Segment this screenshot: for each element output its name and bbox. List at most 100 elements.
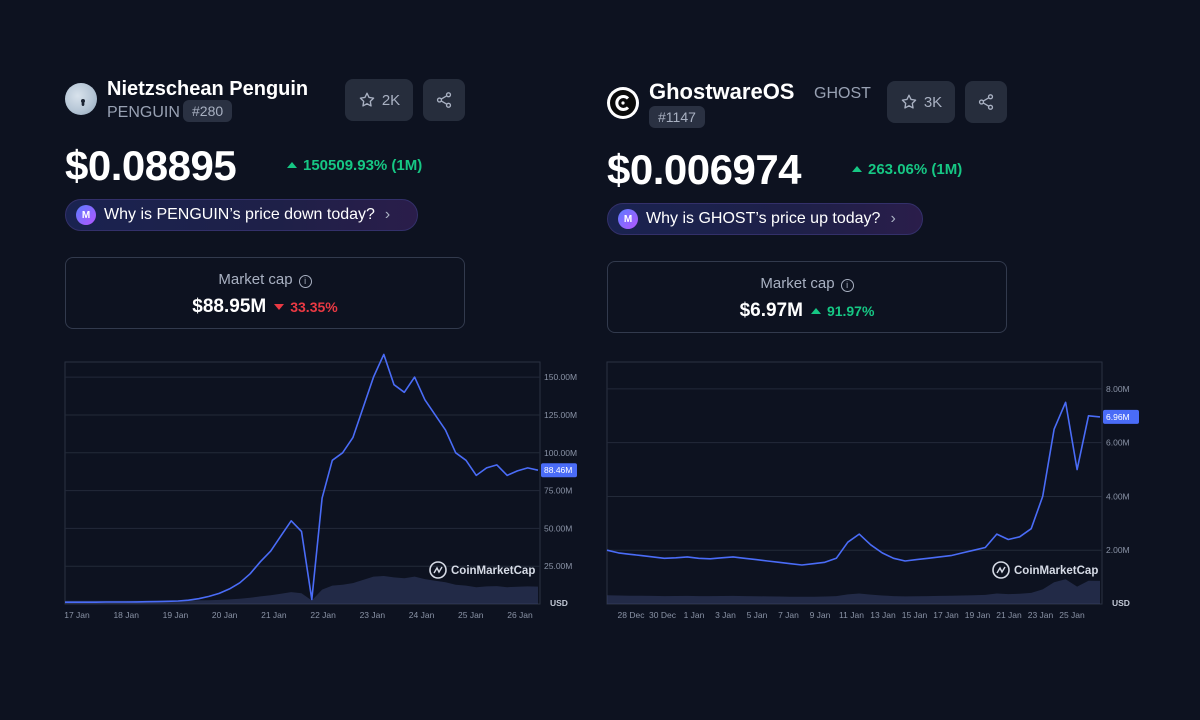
why-price-text: Why is GHOST’s price up today? [646, 210, 881, 227]
coin-panel-penguin: Nietzschean Penguin PENGUIN #280 2K $0.0… [0, 0, 577, 720]
y-tick-label: 8.00M [1106, 384, 1130, 394]
x-tick-label: 22 Jan [310, 610, 336, 620]
caret-up-icon [287, 162, 297, 168]
volume-area [607, 579, 1100, 604]
chevron-right-icon: › [384, 206, 391, 223]
coin-panel-ghost: GhostwareOS GHOST #1147 3K $0.006974 263… [0, 0, 1139, 720]
watchlist-button[interactable]: 3K [887, 81, 955, 123]
x-tick-label: 17 Jan [64, 610, 90, 620]
current-price-tag-bg [1103, 409, 1139, 424]
watermark-text: CoinMarketCap [1014, 565, 1098, 577]
market-cap-card: Market cap i $6.97M 91.97% [607, 261, 1007, 333]
x-tick-label: 18 Jan [113, 610, 139, 620]
ghost-logo-icon [610, 90, 636, 116]
current-price-tag-bg [541, 463, 577, 478]
info-icon[interactable]: i [840, 279, 854, 292]
market-cap-label: Market cap [218, 271, 293, 288]
price-change: 263.06% (1M) [852, 161, 962, 178]
caret-up-icon [810, 308, 821, 314]
y-tick-label: 100.00M [544, 448, 577, 458]
watchlist-button[interactable]: 2K [345, 79, 413, 121]
current-price-tag: 88.46M [541, 463, 577, 478]
chevron-right-icon: › [890, 210, 896, 227]
x-tick-label: 15 Jan [902, 610, 928, 620]
cmc-logo-mark [433, 566, 443, 574]
x-tick-label: 23 Jan [1028, 610, 1054, 620]
current-price-tag-text: 88.46M [544, 465, 572, 475]
info-icon[interactable]: i [298, 275, 312, 288]
price: $0.006974 [607, 146, 802, 193]
share-icon [436, 92, 452, 108]
y-tick-label: 4.00M [1106, 491, 1130, 501]
share-button[interactable] [423, 79, 465, 121]
coin-symbol: PENGUIN [107, 104, 180, 121]
share-icon [978, 94, 994, 110]
plot-frame [64, 361, 541, 605]
y-tick-label: 150.00M [544, 372, 577, 382]
x-tick-label: 25 Jan [458, 610, 484, 620]
x-tick-label: 24 Jan [409, 610, 435, 620]
price-change: 150509.93% (1M) [287, 157, 422, 174]
x-tick-label: 20 Jan [212, 610, 238, 620]
price-chart-ghost[interactable]: 8.00M 6.00M 4.00M 2.00M 28 Dec 30 Dec 1 Jan 3 J… [602, 358, 1142, 623]
x-tick-label: 5 Jan [747, 610, 768, 620]
volume-area [65, 576, 538, 604]
cmc-ai-icon: M [618, 209, 638, 229]
market-cap-change: 33.35% [274, 299, 338, 315]
y-tick-label: 2.00M [1106, 545, 1130, 555]
x-tick-label: 19 Jan [163, 610, 189, 620]
share-button[interactable] [965, 81, 1007, 123]
x-tick-label: 21 Jan [996, 610, 1022, 620]
price-chart-penguin[interactable]: 150.00M 125.00M 100.00M 75.00M 50.00M 25.00M 1… [60, 353, 605, 628]
cmc-logo-icon [992, 561, 1010, 579]
why-price-button[interactable]: M Why is GHOST’s price up today? › [607, 203, 923, 235]
cmc-logo-icon [429, 561, 447, 579]
x-tick-label: 19 Jan [965, 610, 991, 620]
star-icon [901, 94, 917, 109]
x-tick-label: 13 Jan [870, 610, 896, 620]
market-cap-card: Market cap i $88.95M 33.35% [65, 257, 465, 329]
coin-logo-ghost [607, 87, 639, 119]
x-tick-label: 26 Jan [507, 610, 533, 620]
rank-badge: #280 [183, 100, 233, 122]
y-tick-label: 50.00M [544, 523, 572, 533]
market-cap-value: $6.97M [739, 300, 803, 321]
coin-name: GhostwareOS [649, 79, 795, 104]
price-change-value: 263.06% (1M) [868, 161, 963, 178]
current-price-tag: 6.96M [1103, 409, 1139, 424]
coin-symbol: GHOST [814, 85, 871, 102]
coinmarketcap-watermark: CoinMarketCap [429, 561, 535, 579]
x-tick-label: 9 Jan [810, 610, 831, 620]
price-line [65, 353, 539, 603]
x-tick-label: 28 Dec [618, 610, 646, 620]
currency-label: USD [1112, 598, 1130, 608]
x-tick-label: 21 Jan [261, 610, 287, 620]
x-tick-label: 3 Jan [715, 610, 736, 620]
x-tick-label: 11 Jan [839, 610, 864, 620]
market-cap-label: Market cap [760, 275, 835, 292]
x-tick-label: 25 Jan [1059, 610, 1085, 620]
price-change-value: 150509.93% (1M) [303, 157, 423, 174]
current-price-tag-text: 6.96M [1106, 412, 1130, 422]
plot-frame [606, 361, 1103, 605]
coin-name: Nietzschean Penguin [107, 78, 309, 100]
penguin-icon [81, 99, 85, 106]
y-tick-label: 125.00M [544, 410, 577, 420]
caret-down-icon [274, 304, 285, 310]
market-cap-value: $88.95M [192, 296, 267, 317]
x-tick-label: 30 Dec [649, 610, 677, 620]
why-price-button[interactable]: M Why is PENGUIN’s price down today? › [65, 199, 418, 231]
x-tick-label: 1 Jan [684, 610, 705, 620]
price: $0.08895 [65, 142, 237, 189]
y-tick-label: 25.00M [544, 561, 572, 571]
watchlist-count: 2K [381, 91, 401, 109]
why-price-text: Why is PENGUIN’s price down today? [104, 206, 375, 223]
star-icon [359, 92, 375, 107]
price-line [606, 401, 1101, 566]
caret-up-icon [852, 166, 862, 172]
currency-label: USD [550, 598, 568, 608]
y-tick-label: 6.00M [1106, 438, 1130, 448]
x-tick-label: 7 Jan [778, 610, 799, 620]
rank-badge: #1147 [649, 106, 705, 128]
market-cap-change: 91.97% [810, 303, 874, 319]
